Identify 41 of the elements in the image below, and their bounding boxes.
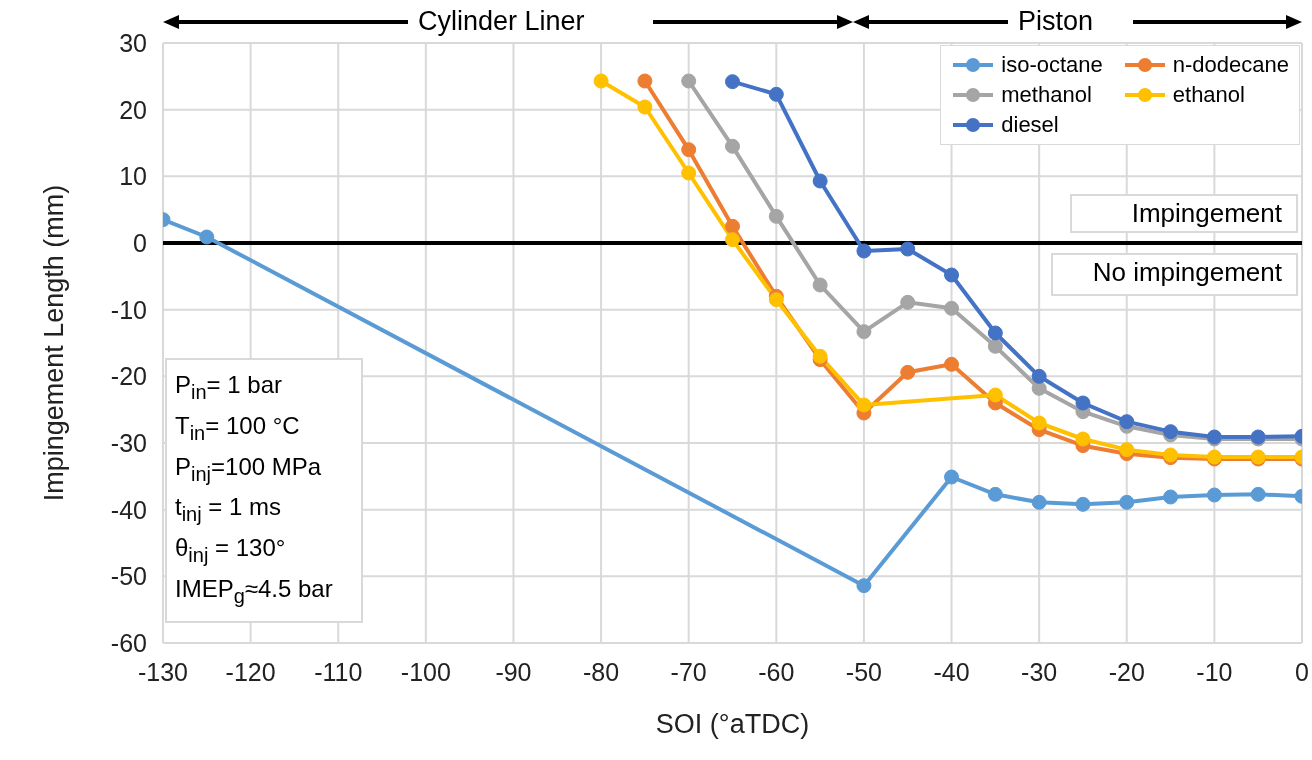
x-tick-label: -120 <box>225 657 276 686</box>
x-tick-label: -110 <box>314 657 363 686</box>
y-tick-label: 30 <box>119 28 147 57</box>
x-tick-label: -70 <box>670 657 707 686</box>
legend-label: iso-octane <box>1001 51 1103 79</box>
legend-label: methanol <box>1001 81 1092 109</box>
y-tick-label: -30 <box>110 428 147 457</box>
y-tick-label: -50 <box>110 562 147 591</box>
x-tick-label: -60 <box>758 657 795 686</box>
annotation: θ$_{inj}$ = 130° <box>175 533 287 568</box>
annotation: P$_{in}$= 1 bar <box>175 370 283 405</box>
annotation: IMEP$_{g}$≈4.5 bar <box>175 574 333 609</box>
annotation: T$_{in}$= 100 °C <box>175 410 301 446</box>
y-tick-label: 20 <box>119 95 147 124</box>
x-tick-label: -40 <box>933 657 970 686</box>
x-tick-label: -100 <box>400 657 451 686</box>
annotation: t$_{inj}$ = 1 ms <box>175 492 283 528</box>
y-tick-label: -20 <box>110 362 147 391</box>
annotation: No impingement <box>1050 253 1298 296</box>
legend-label: n-dodecane <box>1172 51 1289 79</box>
y-tick-label: -40 <box>110 495 147 524</box>
x-tick-label: -30 <box>1021 657 1058 686</box>
y-tick-label: 10 <box>119 162 147 191</box>
text: Piston <box>1018 6 1094 37</box>
text: Cylinder Liner <box>418 6 585 37</box>
x-tick-label: -90 <box>495 657 532 686</box>
legend-label: diesel <box>1001 111 1059 139</box>
annotation: Impingement <box>1069 194 1298 233</box>
y-tick-label: 0 <box>133 228 147 257</box>
x-axis-title: SOI (°aTDC) <box>655 709 810 739</box>
y-tick-label: -10 <box>110 295 147 324</box>
x-tick-label: -80 <box>583 657 620 686</box>
legend-label: ethanol <box>1172 81 1245 109</box>
x-tick-label: -20 <box>1108 657 1145 686</box>
x-tick-label: -50 <box>845 657 882 686</box>
y-axis-title: Impingement Length (mm) <box>38 184 69 502</box>
annotation: P$_{inj}$=100 MPa <box>175 451 323 487</box>
x-tick-label: -130 <box>137 657 189 686</box>
x-tick-label: -10 <box>1196 657 1233 686</box>
x-tick-label: 0 <box>1295 657 1309 686</box>
y-tick-label: -60 <box>110 628 147 657</box>
